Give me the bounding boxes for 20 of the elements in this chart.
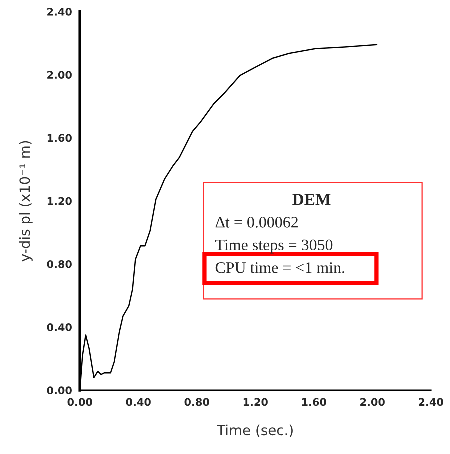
annotation: Δt = 0.00062: [216, 217, 298, 228]
annotation: DEM: [292, 194, 331, 206]
y-tick-label: 0.80: [47, 260, 72, 268]
y-tick-label: 0.40: [47, 324, 72, 332]
x-tick-label: 0.80: [184, 398, 210, 406]
x-tick-label: 1.60: [302, 398, 326, 406]
x-tick-label: 2.00: [360, 398, 385, 406]
y-tick-label: 2.40: [48, 8, 72, 16]
x-tick-label: 2.40: [419, 398, 444, 406]
y-tick-label: 2.00: [48, 71, 72, 80]
y-tick-label: 1.60: [48, 134, 72, 142]
x-tick-label: 0.40: [126, 398, 151, 406]
x-axis-title: Time (sec.): [217, 424, 293, 438]
annotation: Time steps = 3050: [216, 240, 333, 254]
y-tick-label: 1.20: [48, 197, 72, 206]
annotation: CPU time = <1 min.: [216, 262, 344, 274]
y-tick-label: 0.00: [47, 386, 72, 395]
x-tick-label: 1.20: [244, 398, 268, 406]
x-tick-label: 0.00: [68, 398, 92, 406]
y-axis-title: y-dis pl (x10⁻¹ m): [19, 141, 33, 262]
